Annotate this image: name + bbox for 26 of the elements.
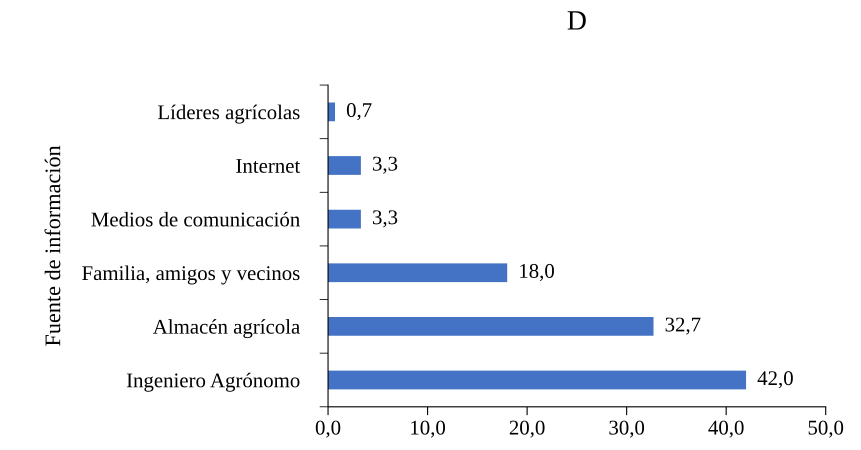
chart-title: D (568, 11, 586, 30)
data-label: 3,3 (372, 156, 398, 174)
y-tick-label: Medios de comunicación (91, 212, 300, 227)
bar (328, 370, 746, 390)
x-tick-label: 40,0 (708, 420, 744, 438)
x-tick-label: 20,0 (510, 420, 545, 438)
bar (328, 263, 508, 282)
bar (328, 316, 654, 336)
x-tick-label: 10,0 (411, 420, 446, 438)
y-tick-label: Líderes agrícolas (158, 104, 300, 124)
data-label: 3,3 (372, 210, 398, 228)
data-label: 0,7 (346, 103, 372, 120)
data-label: 42,0 (758, 371, 793, 388)
bar (328, 156, 361, 175)
y-tick-label: Internet (236, 159, 300, 173)
x-tick-label: 30,0 (609, 420, 644, 438)
bar (328, 210, 361, 228)
y-tick-label: Almacén agrícola (152, 319, 300, 338)
x-tick-label: 50,0 (808, 420, 844, 438)
bar (328, 102, 336, 122)
data-label: 32,7 (666, 318, 700, 335)
y-tick-label: Ingeniero Agrónomo (126, 372, 300, 392)
data-label: 18,0 (520, 264, 554, 281)
y-tick-label: Familia, amigos y vecinos (82, 266, 300, 284)
y-axis-title: Fuente de información (44, 146, 60, 346)
x-tick-label: 0,0 (316, 420, 340, 438)
